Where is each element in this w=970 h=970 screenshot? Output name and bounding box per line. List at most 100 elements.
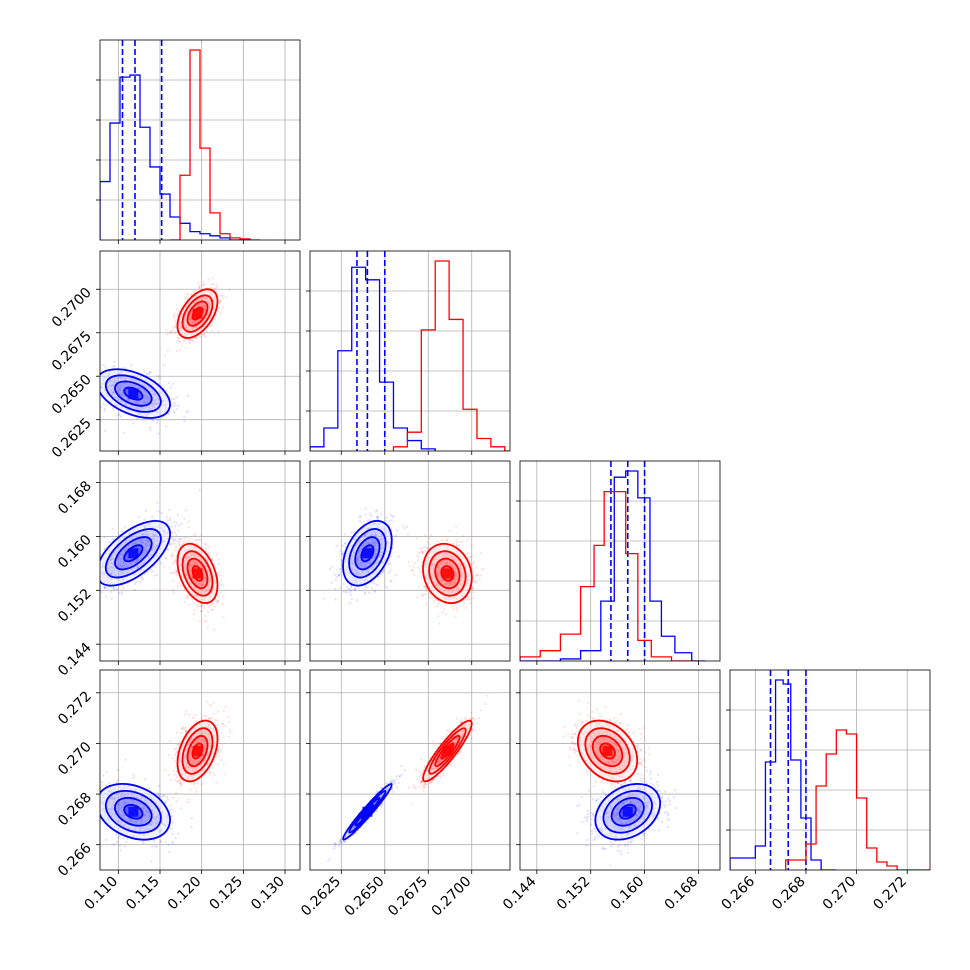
scatter-point — [211, 277, 214, 280]
scatter-point — [155, 421, 158, 424]
scatter-point — [95, 566, 97, 568]
scatter-point — [94, 402, 96, 404]
scatter-point — [169, 554, 172, 557]
scatter-point — [349, 586, 352, 589]
scatter-point — [96, 563, 98, 565]
scatter-point — [213, 288, 216, 291]
scatter-point — [394, 534, 397, 537]
scatter-point — [94, 402, 96, 404]
scatter-point — [426, 541, 430, 544]
scatter-point — [130, 364, 133, 367]
scatter-point — [159, 376, 162, 379]
scatter-point — [165, 425, 168, 428]
scatter-point — [184, 509, 187, 512]
scatter-point — [171, 382, 174, 385]
scatter-point — [166, 333, 169, 336]
scatter-point — [132, 422, 135, 425]
scatter-point — [221, 294, 224, 297]
scatter-point — [176, 340, 179, 343]
scatter-point — [455, 538, 458, 541]
scatter-point — [364, 585, 367, 588]
scatter-point — [206, 626, 209, 629]
scatter-point — [376, 516, 380, 520]
scatter-point — [148, 371, 151, 374]
scatter-point — [472, 562, 475, 565]
scatter-point — [348, 591, 352, 594]
scatter-point — [93, 376, 95, 378]
scatter-point — [354, 588, 357, 591]
scatter-point — [165, 329, 168, 332]
panel-1-1 — [306, 250, 511, 455]
density-peak — [128, 548, 139, 559]
scatter-point — [156, 501, 159, 504]
scatter-point — [156, 418, 159, 422]
scatter-point — [455, 525, 458, 528]
scatter-point — [388, 571, 391, 574]
scatter-point — [222, 584, 225, 587]
scatter-point — [217, 595, 220, 598]
scatter-point — [194, 609, 197, 612]
scatter-point — [171, 531, 174, 534]
scatter-point — [196, 539, 199, 542]
scatter-point — [143, 518, 146, 521]
scatter-point — [199, 335, 202, 338]
scatter-point — [176, 312, 179, 315]
scatter-point — [94, 585, 96, 587]
scatter-point — [187, 394, 190, 397]
histogram-series-0 — [310, 266, 436, 451]
scatter-point — [330, 566, 333, 569]
scatter-point — [339, 549, 342, 553]
scatter-point — [190, 293, 193, 296]
scatter-point — [187, 338, 191, 341]
scatter-point — [182, 539, 186, 543]
scatter-point — [185, 410, 188, 413]
scatter-point — [175, 521, 178, 524]
scatter-point — [95, 548, 97, 550]
scatter-point — [330, 582, 333, 585]
scatter-point — [345, 591, 348, 594]
scatter-point — [184, 293, 188, 296]
scatter-point — [182, 339, 185, 342]
scatter-point — [111, 527, 114, 530]
scatter-point — [169, 386, 172, 389]
scatter-point — [124, 525, 127, 528]
scatter-point — [370, 514, 373, 518]
scatter-point — [191, 338, 194, 341]
scatter-point — [120, 530, 123, 533]
scatter-point — [149, 426, 152, 429]
scatter-point — [174, 319, 177, 322]
scatter-point — [437, 602, 440, 605]
scatter-point — [178, 544, 181, 547]
scatter-point — [217, 563, 220, 566]
scatter-point — [182, 542, 185, 545]
scatter-point — [170, 537, 173, 540]
scatter-point — [178, 581, 181, 584]
scatter-point — [366, 519, 369, 522]
scatter-point — [206, 610, 209, 614]
scatter-point — [188, 339, 191, 342]
scatter-point — [153, 574, 156, 577]
scatter-point — [203, 332, 206, 336]
scatter-point — [189, 340, 192, 343]
scatter-point — [108, 540, 111, 544]
scatter-point — [144, 509, 148, 512]
panel-frame — [99, 250, 301, 452]
y-tick-label: 0.168 — [55, 478, 95, 518]
scatter-point — [198, 488, 201, 492]
density-peak — [362, 548, 373, 559]
scatter-point — [162, 364, 165, 367]
scatter-point — [104, 365, 107, 368]
scatter-point — [190, 338, 193, 341]
scatter-point — [167, 381, 170, 385]
scatter-point — [115, 414, 118, 417]
scatter-point — [156, 573, 159, 577]
scatter-point — [333, 573, 337, 576]
scatter-point — [388, 519, 391, 523]
scatter-point — [172, 540, 175, 543]
scatter-point — [98, 366, 100, 368]
scatter-point — [177, 542, 180, 546]
scatter-point — [172, 397, 175, 400]
scatter-point — [389, 555, 392, 558]
scatter-point — [184, 297, 187, 301]
scatter-point — [97, 382, 99, 384]
